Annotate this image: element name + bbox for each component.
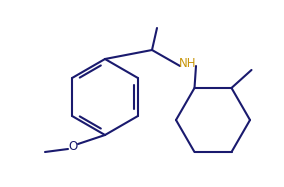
- Text: O: O: [68, 140, 78, 154]
- Text: NH: NH: [179, 56, 197, 70]
